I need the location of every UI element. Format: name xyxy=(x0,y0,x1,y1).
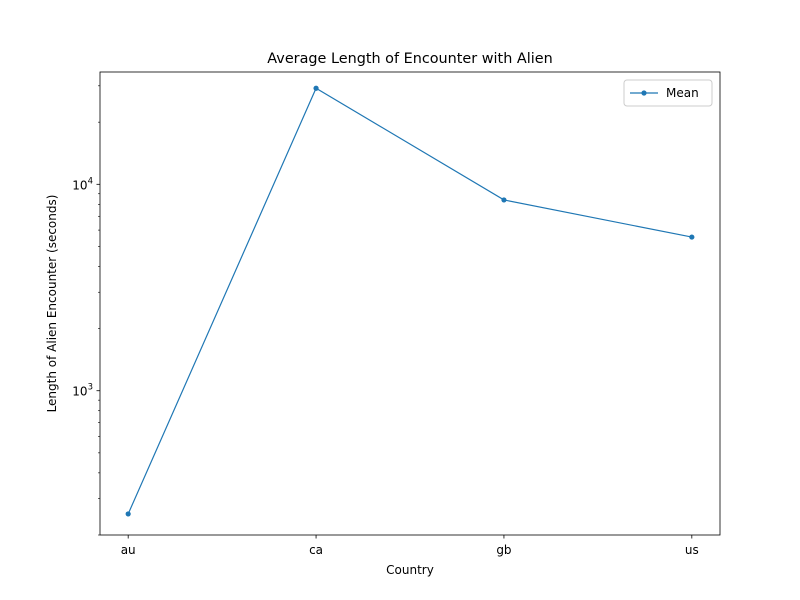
chart-title: Average Length of Encounter with Alien xyxy=(267,51,552,67)
x-tick-label-au: au xyxy=(121,543,136,557)
x-axis-label: Country xyxy=(386,563,434,577)
x-tick-label-ca: ca xyxy=(309,543,323,557)
x-tick-label-gb: gb xyxy=(496,543,511,557)
data-point-us xyxy=(689,234,695,240)
plot-area xyxy=(99,71,721,536)
legend: Mean xyxy=(623,79,713,107)
data-point-au xyxy=(125,511,131,517)
y-tick-label-1000: 103 xyxy=(72,383,93,399)
axes-frame xyxy=(99,71,721,536)
y-axis-label: Length of Alien Encounter (seconds) xyxy=(45,195,59,413)
legend-label: Mean xyxy=(666,86,699,100)
y-axis: 103 104 xyxy=(72,85,100,536)
x-axis: au ca gb us xyxy=(121,535,699,557)
legend-box xyxy=(623,79,713,107)
legend-marker xyxy=(641,90,647,96)
series-line-mean xyxy=(127,87,692,515)
x-tick-label-us: us xyxy=(685,543,699,557)
data-point-ca xyxy=(313,85,319,91)
y-tick-label-10000: 104 xyxy=(72,176,93,192)
data-point-gb xyxy=(501,197,507,203)
